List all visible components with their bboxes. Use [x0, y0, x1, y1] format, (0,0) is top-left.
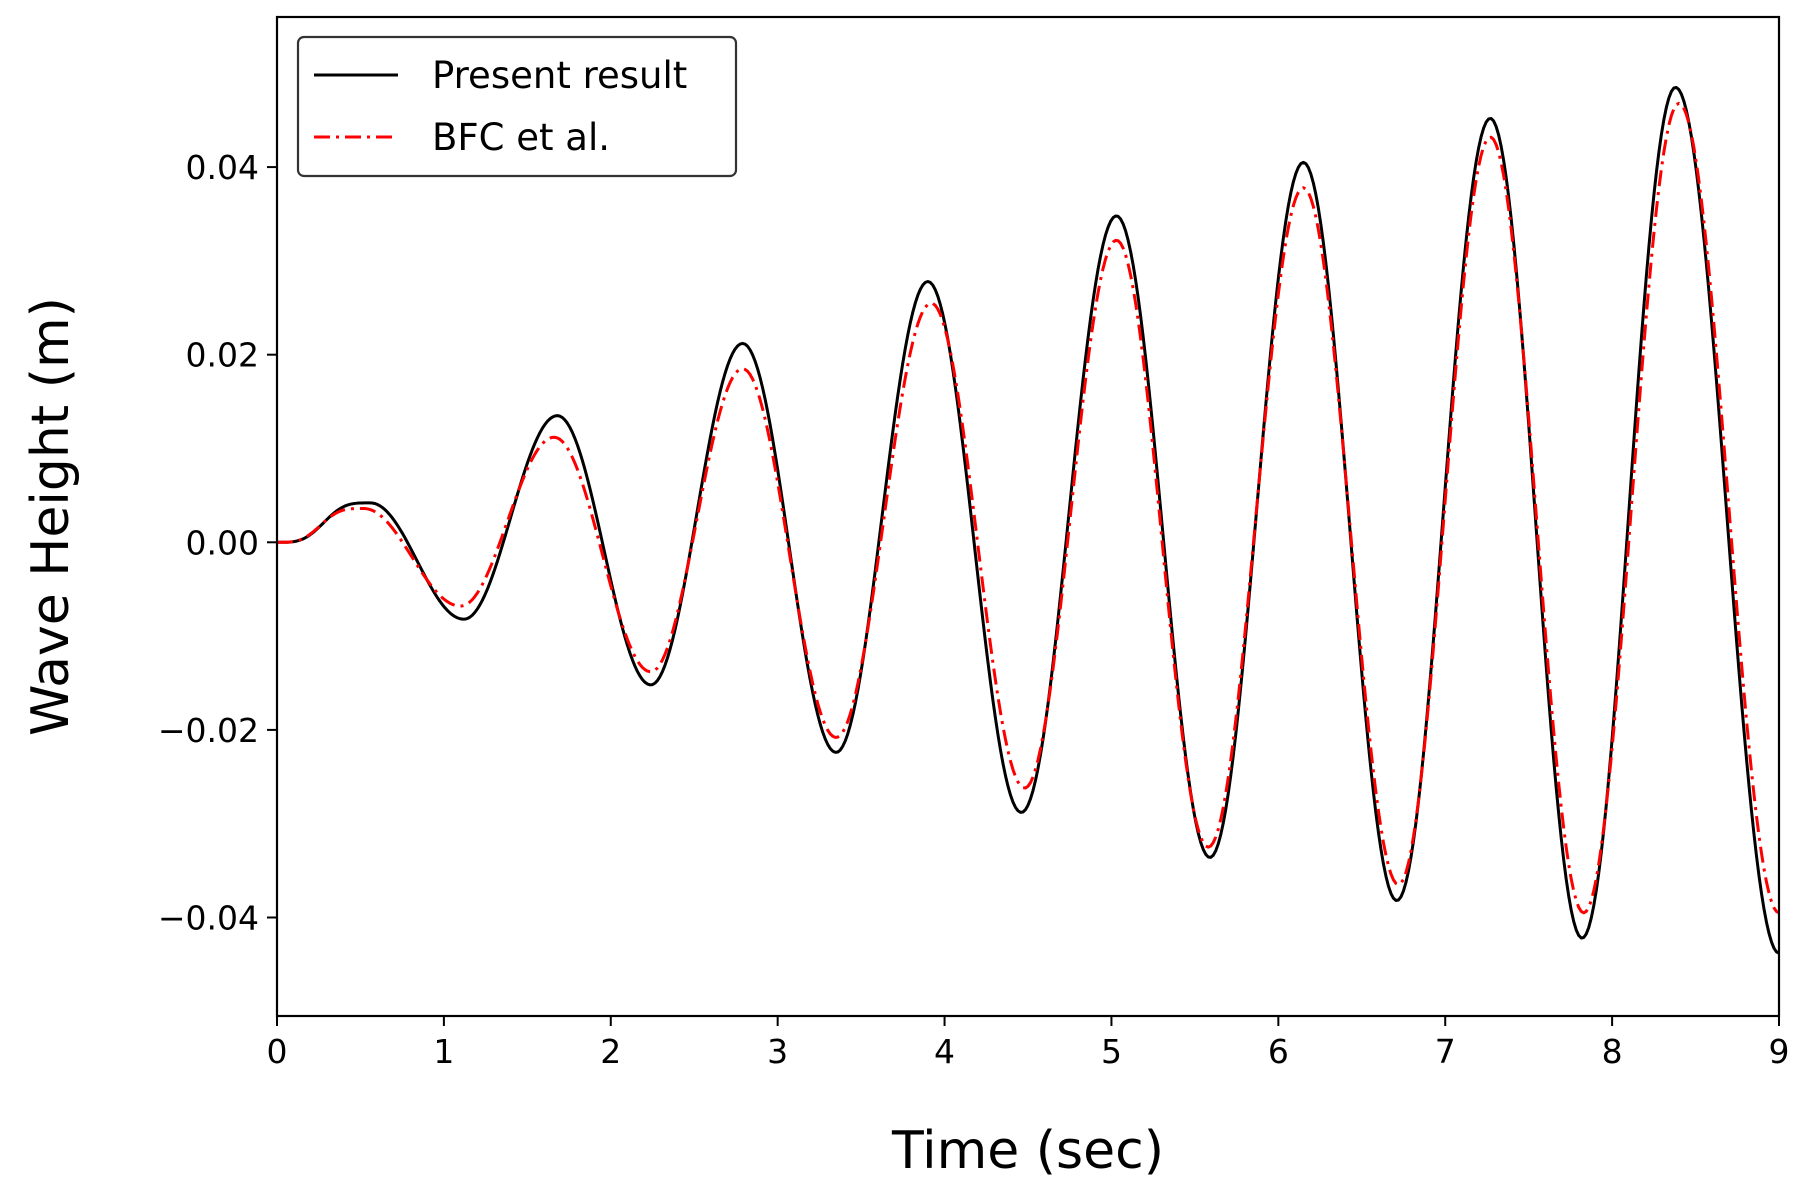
legend-label-bfc: BFC et al. [432, 116, 610, 159]
x-tick-label: 5 [1101, 1032, 1122, 1071]
x-tick-label: 3 [767, 1032, 788, 1071]
y-tick-label: 0.00 [186, 523, 259, 562]
x-tick-label: 7 [1435, 1032, 1456, 1071]
y-axis: −0.04 −0.02 0.00 0.02 0.04 [158, 148, 277, 938]
y-tick-label: 0.02 [186, 336, 259, 375]
y-axis-label: Wave Height (m) [21, 297, 81, 736]
x-tick-label: 0 [267, 1032, 288, 1071]
plot-frame [275, 15, 1781, 1018]
legend-box [296, 35, 738, 178]
x-tick-label: 8 [1602, 1032, 1623, 1071]
x-tick-label: 1 [433, 1032, 454, 1071]
x-tick-label: 6 [1268, 1032, 1289, 1071]
y-tick-label: −0.02 [158, 711, 259, 750]
series-line-1 [277, 101, 1780, 915]
series-layer [277, 85, 1780, 955]
y-tick-label: 0.04 [186, 148, 259, 187]
legend-label-present-result: Present result [432, 54, 687, 97]
x-tick-label: 2 [600, 1032, 621, 1071]
series-line-0 [277, 85, 1780, 955]
x-tick-label: 4 [934, 1032, 955, 1071]
x-axis-label: Time (sec) [891, 1121, 1164, 1181]
x-tick-label: 9 [1769, 1032, 1790, 1071]
x-axis: 0 1 2 3 4 5 6 7 8 9 [267, 1016, 1790, 1071]
y-tick-label: −0.04 [158, 899, 259, 938]
legend: Present result BFC et al. [296, 35, 738, 178]
